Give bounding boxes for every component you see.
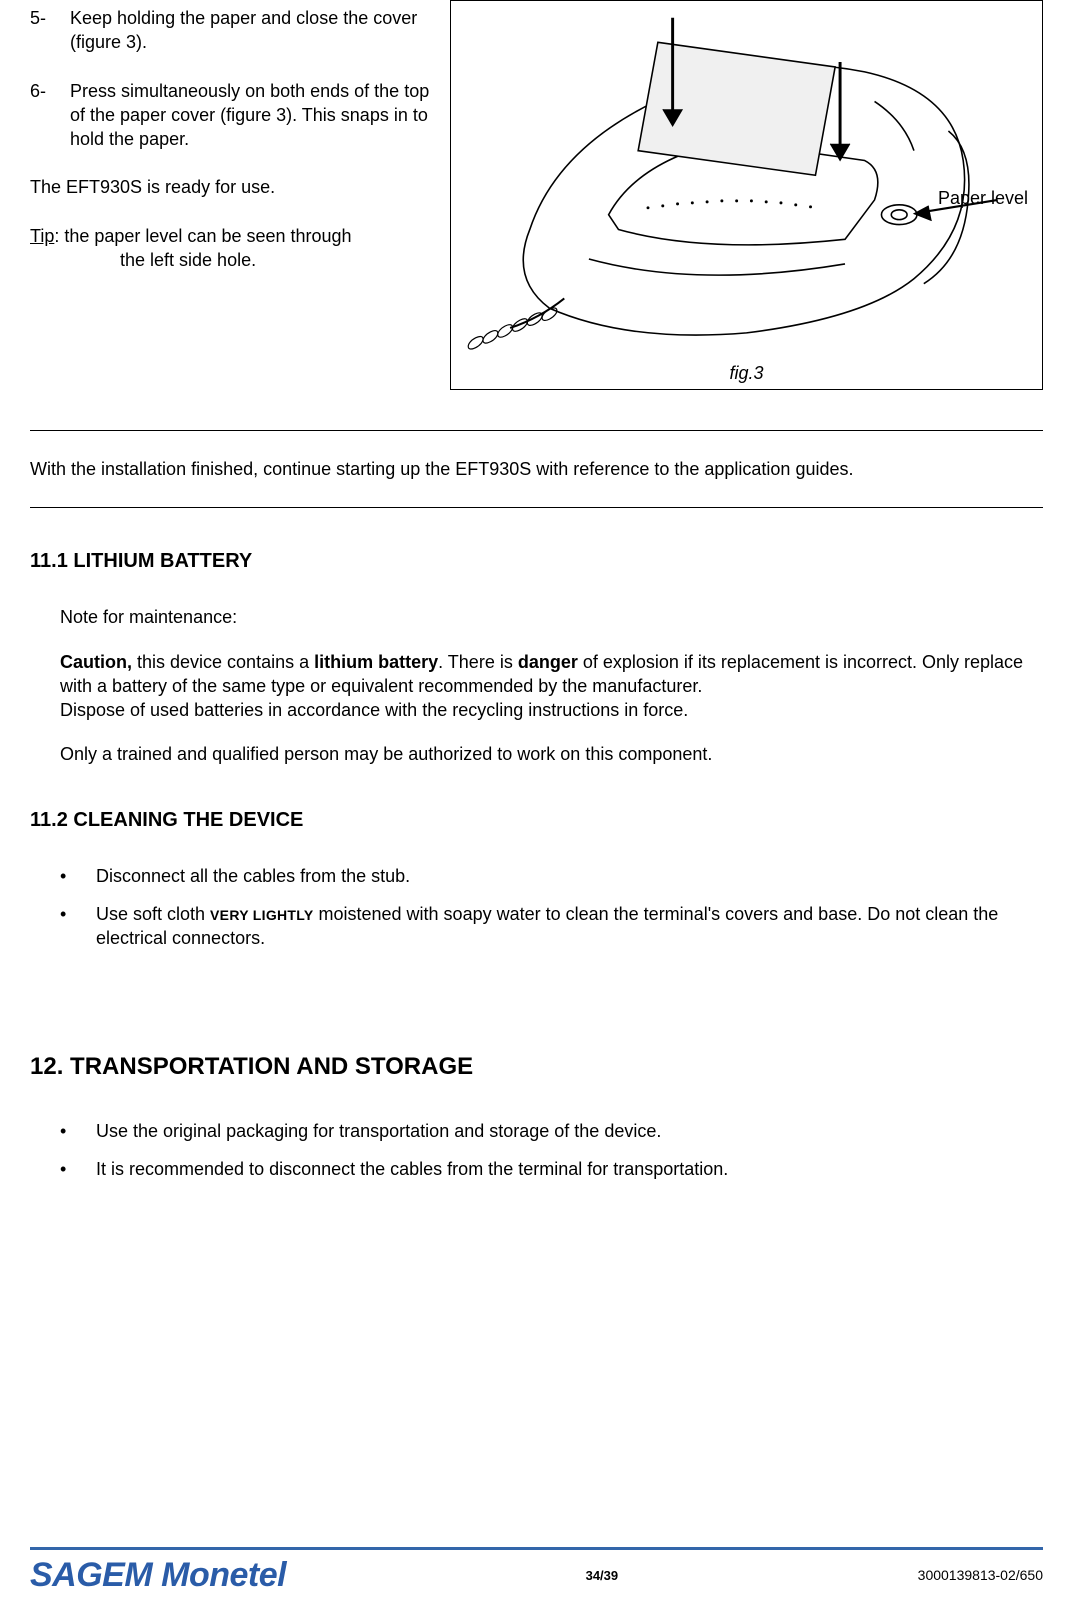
section-11-1-heading: 11.1 LITHIUM BATTERY <box>30 548 1043 575</box>
divider <box>30 430 1043 431</box>
figure-caption: fig.3 <box>451 361 1042 385</box>
step-number: 5- <box>30 6 54 55</box>
cleaning-bullets: •Disconnect all the cables from the stub… <box>30 864 1043 951</box>
instruction-column: 5- Keep holding the paper and close the … <box>30 0 430 390</box>
document-number: 3000139813-02/650 <box>918 1566 1043 1585</box>
list-item: •It is recommended to disconnect the cab… <box>60 1157 1043 1181</box>
brand-logo: SAGEM Monetel <box>30 1553 286 1599</box>
page-footer: SAGEM Monetel 34/39 3000139813-02/650 <box>30 1547 1043 1595</box>
note-line: Note for maintenance: <box>60 605 1043 629</box>
divider <box>30 507 1043 508</box>
bullet-icon: • <box>60 864 70 888</box>
continuation-text: With the installation finished, continue… <box>30 457 1043 481</box>
section-11-2-heading: 11.2 CLEANING THE DEVICE <box>30 807 1043 834</box>
paper-level-label: Paper level <box>938 186 1028 210</box>
bullet-icon: • <box>60 1119 70 1143</box>
list-item: •Disconnect all the cables from the stub… <box>60 864 1043 888</box>
step-text: Keep holding the paper and close the cov… <box>70 6 430 55</box>
step-number: 6- <box>30 79 54 152</box>
section-11-1-body: Note for maintenance: Caution, this devi… <box>30 605 1043 766</box>
step-text: Press simultaneously on both ends of the… <box>70 79 430 152</box>
bullet-icon: • <box>60 902 70 951</box>
figure-3: Paper level fig.3 <box>450 0 1043 390</box>
section-12-heading: 12. TRANSPORTATION AND STORAGE <box>30 1051 1043 1083</box>
transport-bullets: •Use the original packaging for transpor… <box>30 1119 1043 1182</box>
ready-text: The EFT930S is ready for use. <box>30 175 430 199</box>
list-item: • Use soft cloth VERY LIGHTLY moistened … <box>60 902 1043 951</box>
tip-rest: : the paper level can be seen through <box>54 226 351 246</box>
qualified-line: Only a trained and qualified person may … <box>60 742 1043 766</box>
tip-label: Tip <box>30 226 54 246</box>
step-6: 6- Press simultaneously on both ends of … <box>30 79 430 152</box>
caution-bold: Caution, <box>60 652 132 672</box>
dispose-line: Dispose of used batteries in accordance … <box>60 700 688 720</box>
caution-paragraph: Caution, this device contains a lithium … <box>60 650 1043 723</box>
tip: Tip: the paper level can be seen through… <box>30 224 430 273</box>
list-item: •Use the original packaging for transpor… <box>60 1119 1043 1143</box>
tip-line2: the left side hole. <box>30 248 430 272</box>
page-number: 34/39 <box>586 1567 619 1585</box>
bullet-icon: • <box>60 1157 70 1181</box>
step-5: 5- Keep holding the paper and close the … <box>30 6 430 55</box>
